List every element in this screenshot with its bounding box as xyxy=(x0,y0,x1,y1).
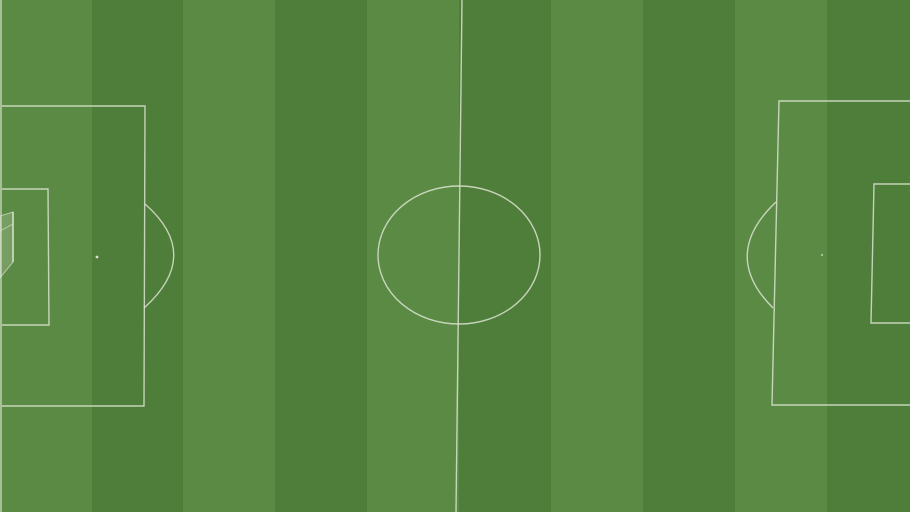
right-goal-area xyxy=(871,184,910,323)
left-penalty-arc xyxy=(144,204,174,308)
left-penalty-spot xyxy=(96,256,99,259)
right-penalty-spot xyxy=(821,254,823,256)
right-penalty-arc xyxy=(747,202,776,308)
left-penalty-area xyxy=(2,106,145,406)
right-penalty-area xyxy=(772,101,910,405)
left-goal xyxy=(0,212,13,278)
halfway-line xyxy=(456,0,462,512)
left-goal-net xyxy=(0,212,13,278)
